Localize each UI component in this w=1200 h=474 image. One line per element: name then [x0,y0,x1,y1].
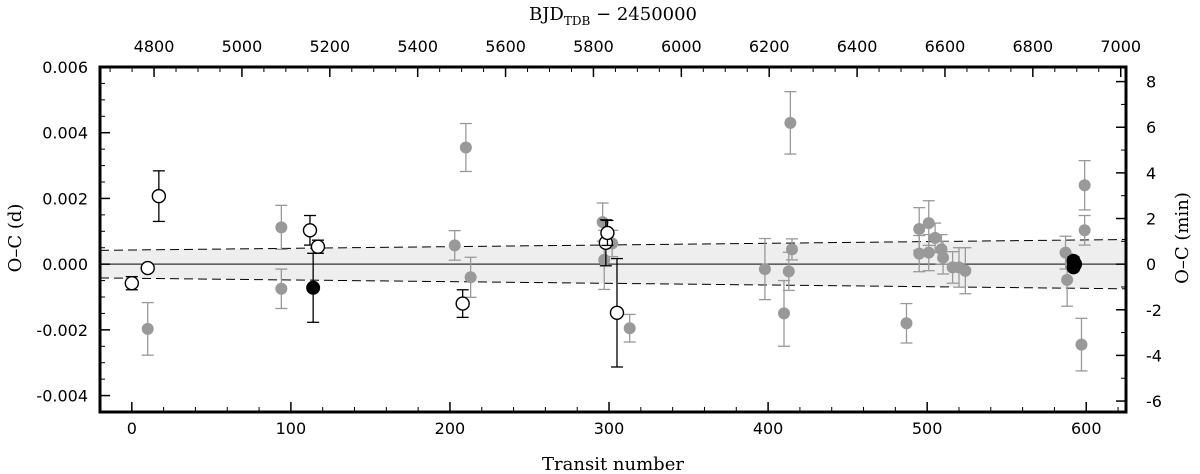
x-tick-label: 300 [594,419,625,438]
data-point [1061,273,1074,286]
y2-tick-label: 6 [1146,118,1156,137]
data-point [459,141,472,154]
data-point [922,217,935,230]
data-point [929,231,942,244]
data-point [1078,179,1091,192]
x-tick-label: 600 [1071,419,1102,438]
x2-tick-label: 5800 [573,37,614,56]
series-black-open [124,170,625,368]
x-tick-label: 500 [912,419,943,438]
data-point [598,253,611,266]
x2-tick-label: 4800 [134,37,175,56]
plot-frame [98,65,1128,414]
y-tick-label: 0.004 [42,124,88,143]
y-tick-label: 0.002 [42,189,88,208]
data-point [275,221,288,234]
x2-tick-label: 6200 [749,37,790,56]
x-tick-label: 0 [127,419,137,438]
y-tick-label: -0.002 [36,321,88,340]
y2-tick-label: -4 [1146,346,1162,365]
top-x-axis-title-rest: − 2450000 [590,4,697,25]
data-points-layer [124,90,1091,372]
x2-tick-label: 6000 [661,37,702,56]
x2-tick-label: 6400 [837,37,878,56]
data-point [600,225,615,241]
data-point [1059,246,1072,259]
x-axis-title: Transit number [542,454,684,474]
y-tick-label: 0.000 [42,255,88,274]
data-point [778,307,790,320]
axis-ticks-layer: 0 100 200 300 400 500 600 4800 5000 5200 5400 5600 5… [36,37,1162,438]
confidence-band-upper-line [99,239,1127,251]
x-tick-label: 400 [753,419,784,438]
data-point [464,271,477,284]
y2-tick-label: 0 [1146,255,1156,274]
x2-tick-label: 7000 [1100,37,1141,56]
y2-tick-label: -6 [1146,392,1162,411]
x2-tick-label: 5200 [309,37,350,56]
data-point [141,322,154,335]
data-point [922,246,935,259]
y-axis-title: O–C (d) [5,204,26,273]
data-point [937,251,950,264]
data-point [306,280,321,295]
right-y-axis-title: O–C (min) [1172,192,1193,284]
data-point [448,239,461,252]
plot-frame-layer [98,65,1128,414]
y2-tick-label: 2 [1146,210,1156,229]
x-tick-label: 200 [435,419,466,438]
top-x-axis-title: BJDTDB − 2450000 [529,4,697,28]
y-tick-label: -0.004 [36,387,88,406]
x2-tick-label: 6800 [1012,37,1053,56]
data-point [784,116,797,129]
top-x-axis-title-main: BJD [529,4,564,25]
data-point [913,222,926,235]
x2-tick-label: 5400 [397,37,438,56]
data-point [310,239,326,254]
data-point [455,296,470,311]
data-point [151,188,167,204]
data-point [275,282,288,295]
data-point [913,247,926,260]
x2-tick-label: 5600 [485,37,526,56]
data-point [782,265,795,278]
data-point [140,260,155,276]
data-point [124,276,140,291]
y-tick-label: 0.006 [42,58,88,77]
series-gray-filled [141,90,1091,372]
data-point [900,317,913,330]
data-point [1078,224,1091,237]
top-x-axis-title-subscript: TDB [564,14,591,28]
data-point [623,322,636,335]
x-tick-label: 100 [276,419,307,438]
data-point [1068,257,1083,272]
data-point [1075,338,1088,351]
y2-tick-label: 4 [1146,164,1156,183]
data-point [609,305,625,320]
data-point [302,223,318,238]
data-point [785,243,798,256]
x2-tick-label: 6600 [925,37,966,56]
series-black-filled [306,252,1083,323]
y2-tick-label: -2 [1146,301,1162,320]
data-point [959,264,972,277]
x2-tick-label: 5000 [222,37,263,56]
data-point [758,263,771,276]
y2-tick-label: 8 [1146,73,1156,92]
